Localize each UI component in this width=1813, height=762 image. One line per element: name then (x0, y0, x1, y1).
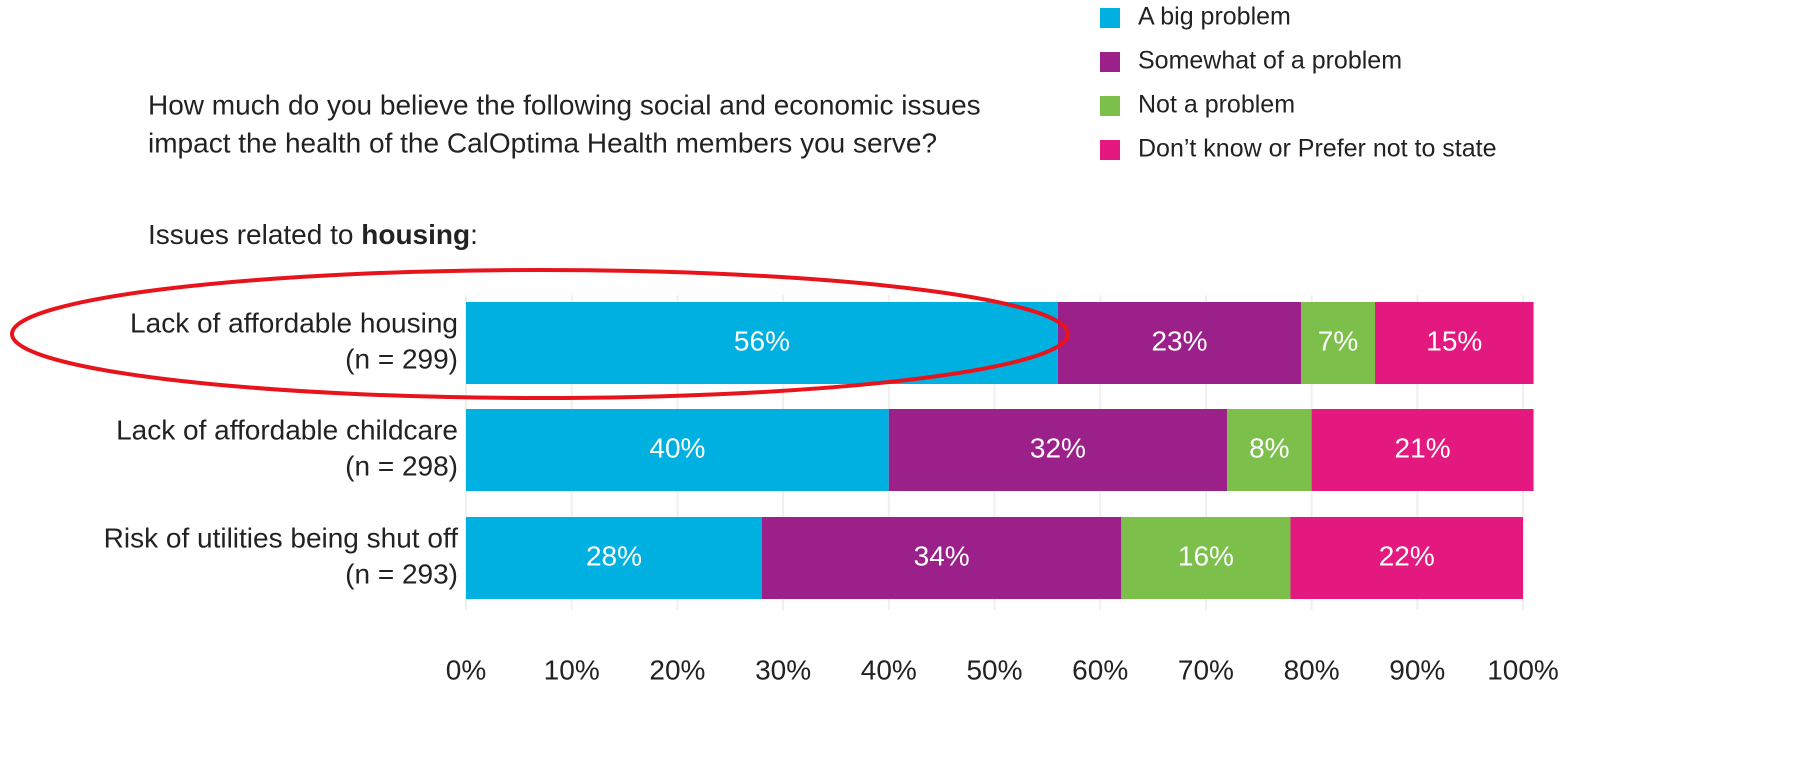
value-label: 34% (914, 540, 970, 571)
bars (466, 302, 1534, 599)
x-tick-label: 90% (1389, 654, 1445, 685)
bar-segment (1375, 302, 1534, 384)
value-label: 7% (1318, 325, 1358, 356)
value-label: 21% (1395, 432, 1451, 463)
highlight-ellipse (10, 268, 1070, 400)
x-tick-label: 0% (446, 654, 486, 685)
legend-label: Not a problem (1138, 91, 1295, 119)
value-label: 56% (734, 325, 790, 356)
value-label: 8% (1249, 432, 1289, 463)
legend-swatch (1100, 140, 1120, 160)
title-line: How much do you believe the following so… (148, 89, 981, 120)
bar-segment (1311, 409, 1534, 491)
x-tick-label: 100% (1487, 654, 1559, 685)
value-label: 16% (1178, 540, 1234, 571)
value-label: 22% (1379, 540, 1435, 571)
bar-segment (466, 517, 762, 599)
title-line: impact the health of the CalOptima Healt… (148, 127, 937, 158)
legend-swatch (1100, 96, 1120, 116)
bar-segment (1227, 409, 1312, 491)
x-tick-label: 80% (1284, 654, 1340, 685)
value-label: 15% (1426, 325, 1482, 356)
bar-segment (888, 409, 1228, 491)
subtitle: Issues related to housing: (148, 219, 478, 250)
value-label: 23% (1151, 325, 1207, 356)
bar-segment (466, 302, 1058, 384)
legend-swatch (1100, 52, 1120, 72)
x-tick-label: 60% (1072, 654, 1128, 685)
category-label: Lack of affordable childcare (116, 414, 458, 445)
legend-swatch (1100, 8, 1120, 28)
category-note: (n = 299) (345, 343, 458, 374)
subtitle-emphasis: housing (361, 219, 470, 250)
legend-label: A big problem (1138, 3, 1291, 31)
subtitle-part: : (470, 219, 478, 250)
x-tick-label: 40% (861, 654, 917, 685)
category-note: (n = 293) (345, 558, 458, 589)
bar-segment (1301, 302, 1376, 384)
x-tick-label: 70% (1178, 654, 1234, 685)
x-tick-label: 30% (755, 654, 811, 685)
value-label: 28% (586, 540, 642, 571)
x-tick-label: 50% (966, 654, 1022, 685)
category-label: Lack of affordable housing (130, 307, 458, 338)
category-note: (n = 298) (345, 450, 458, 481)
legend-label: Somewhat of a problem (1138, 47, 1402, 75)
bar-segment (1121, 517, 1291, 599)
value-label: 32% (1030, 432, 1086, 463)
bar-segment (1057, 302, 1302, 384)
category-label: Risk of utilities being shut off (104, 522, 459, 553)
bar-segment (466, 409, 889, 491)
bar-segment (1290, 517, 1523, 599)
bar-segment (761, 517, 1122, 599)
x-tick-label: 10% (544, 654, 600, 685)
x-tick-label: 20% (649, 654, 705, 685)
value-label: 40% (649, 432, 705, 463)
subtitle-part: Issues related to (148, 219, 361, 250)
legend-label: Don’t know or Prefer not to state (1138, 135, 1497, 163)
